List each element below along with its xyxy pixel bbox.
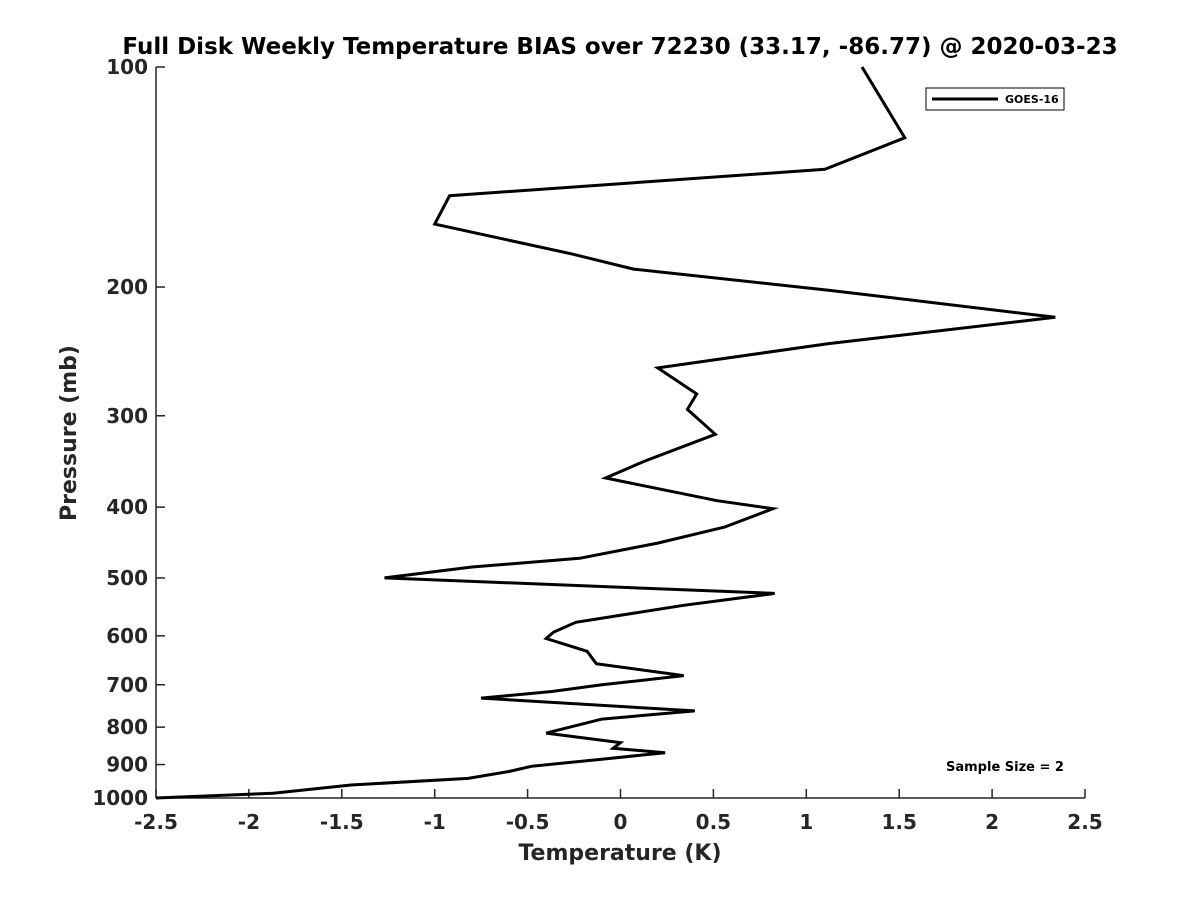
x-axis-label: Temperature (K) <box>518 841 721 866</box>
legend: GOES-16 <box>925 87 1065 111</box>
x-tick-label: -0.5 <box>506 810 550 834</box>
x-tick-label: 0 <box>614 810 628 834</box>
sample-size-annotation: Sample Size = 2 <box>946 760 1064 775</box>
y-tick-label: 500 <box>106 566 148 590</box>
y-tick-label: 700 <box>106 673 148 697</box>
x-tick-label: 1 <box>799 810 813 834</box>
y-tick-label: 600 <box>106 624 148 648</box>
x-tick-label: -2.5 <box>134 810 178 834</box>
series-line-goes16 <box>155 66 1056 800</box>
plot-series <box>155 66 1056 800</box>
y-tick-label: 900 <box>106 753 148 777</box>
x-tick-label: 2 <box>985 810 999 834</box>
x-tick-label: 2.5 <box>1067 810 1102 834</box>
axes <box>155 67 1085 799</box>
x-axis: -2.5 -2 -1.5 -1 -0.5 0 0.5 1 1.5 2 2.5 <box>134 789 1103 834</box>
x-tick-label: -1 <box>424 810 446 834</box>
y-tick-label: 200 <box>106 275 148 299</box>
chart-title: Full Disk Weekly Temperature BIAS over 7… <box>122 34 1117 60</box>
y-tick-label: 400 <box>106 495 148 519</box>
x-tick-label: 0.5 <box>696 810 731 834</box>
legend-label: GOES-16 <box>1005 93 1059 106</box>
y-axis-label: Pressure (mb) <box>57 345 82 521</box>
y-axis: 100 200 300 400 500 600 700 800 900 1000 <box>92 55 165 810</box>
x-tick-label: 1.5 <box>881 810 916 834</box>
y-tick-label: 800 <box>106 715 148 739</box>
y-tick-label: 1000 <box>92 786 148 810</box>
y-tick-label: 300 <box>106 404 148 428</box>
x-tick-label: -2 <box>238 810 260 834</box>
y-tick-label: 100 <box>106 55 148 79</box>
x-tick-label: -1.5 <box>320 810 364 834</box>
